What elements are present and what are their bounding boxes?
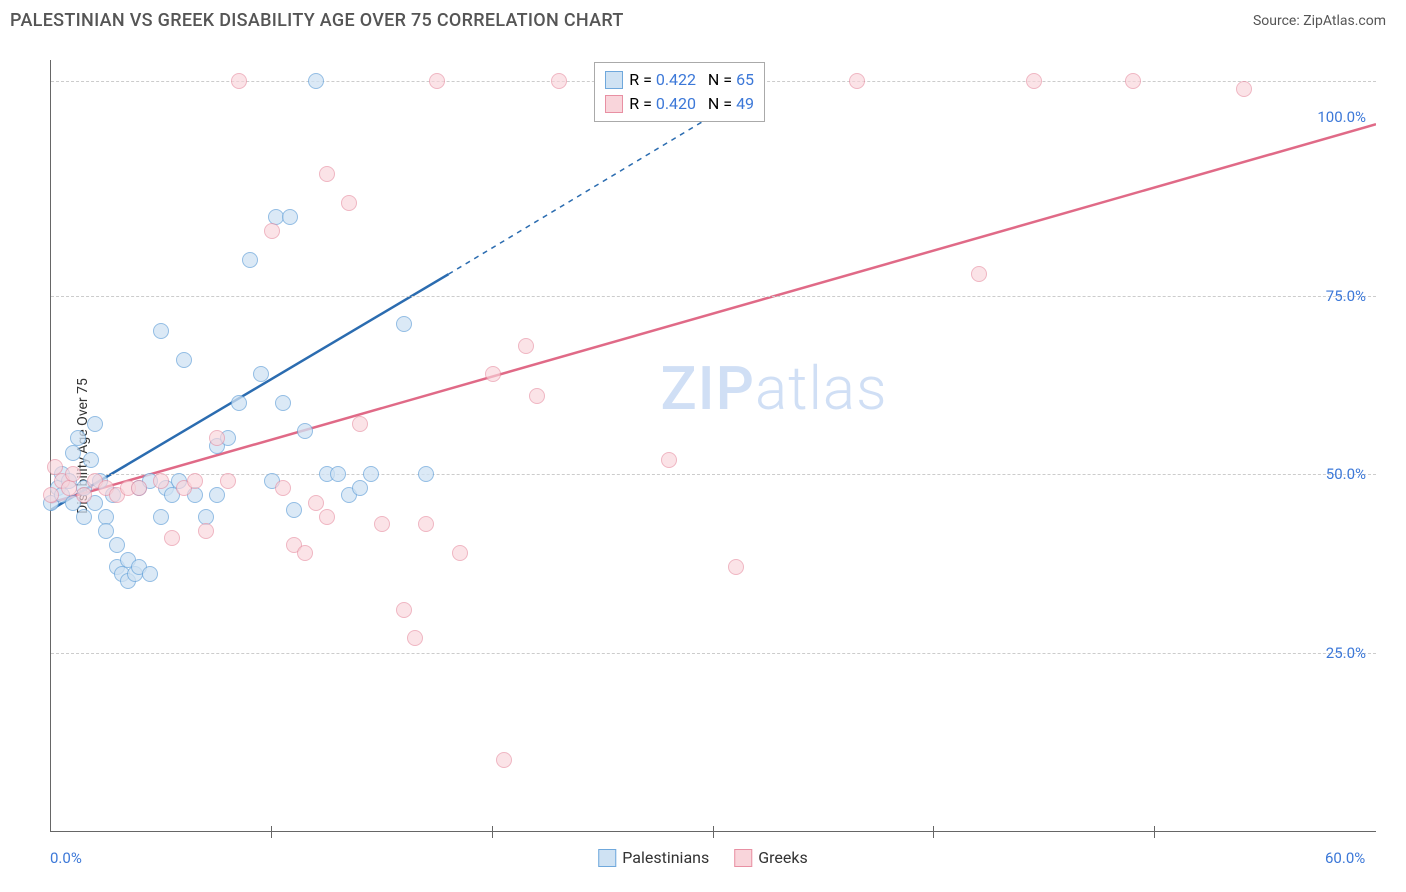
legend-stat-text: R = 0.420 N = 49: [629, 92, 754, 116]
stats-legend-row: R = 0.420 N = 49: [605, 92, 754, 116]
scatter-point: [1026, 73, 1042, 89]
scatter-point: [109, 537, 125, 553]
trend-lines: [51, 60, 1376, 831]
scatter-point: [231, 73, 247, 89]
scatter-point: [396, 602, 412, 618]
scatter-point: [496, 752, 512, 768]
scatter-point: [374, 516, 390, 532]
scatter-point: [1236, 81, 1252, 97]
scatter-point: [297, 423, 313, 439]
scatter-point: [418, 516, 434, 532]
scatter-point: [341, 195, 357, 211]
x-tick-label: 60.0%: [1325, 849, 1365, 867]
scatter-point: [452, 545, 468, 561]
y-tick-label: 25.0%: [1326, 644, 1366, 662]
scatter-point: [518, 338, 534, 354]
scatter-point: [308, 73, 324, 89]
x-tick-mark: [271, 826, 272, 838]
series-legend: Palestinians Greeks: [598, 848, 808, 867]
scatter-point: [319, 166, 335, 182]
x-tick-mark: [933, 826, 934, 838]
scatter-point: [242, 252, 258, 268]
legend-swatch-icon: [605, 71, 623, 89]
scatter-point: [352, 480, 368, 496]
scatter-point: [849, 73, 865, 89]
scatter-point: [330, 466, 346, 482]
scatter-point: [142, 566, 158, 582]
x-tick-mark: [1154, 826, 1155, 838]
stats-legend-row: R = 0.422 N = 65: [605, 68, 754, 92]
y-tick-label: 75.0%: [1326, 287, 1366, 305]
scatter-point: [418, 466, 434, 482]
scatter-point: [286, 502, 302, 518]
scatter-point: [187, 473, 203, 489]
scatter-point: [275, 480, 291, 496]
x-tick-mark: [492, 826, 493, 838]
scatter-point: [728, 559, 744, 575]
source-label: Source: ZipAtlas.com: [1253, 13, 1386, 29]
scatter-point: [253, 366, 269, 382]
scatter-point: [61, 480, 77, 496]
scatter-point: [131, 480, 147, 496]
y-tick-label: 50.0%: [1326, 465, 1366, 483]
scatter-point: [209, 430, 225, 446]
scatter-point: [87, 416, 103, 432]
scatter-point: [209, 487, 225, 503]
legend-item-palestinians: Palestinians: [598, 848, 709, 867]
scatter-point: [551, 73, 567, 89]
x-tick-label: 0.0%: [50, 849, 82, 867]
gridline: [51, 653, 1376, 654]
scatter-point: [1125, 73, 1141, 89]
chart-title: PALESTINIAN VS GREEK DISABILITY AGE OVER…: [10, 10, 624, 31]
gridline: [51, 296, 1376, 297]
scatter-point: [98, 523, 114, 539]
legend-swatch-icon: [605, 95, 623, 113]
scatter-point: [220, 473, 236, 489]
scatter-point: [485, 366, 501, 382]
x-tick-mark: [713, 826, 714, 838]
scatter-point: [429, 73, 445, 89]
scatter-point: [282, 209, 298, 225]
gridline: [51, 474, 1376, 475]
scatter-point: [43, 487, 59, 503]
scatter-point: [164, 530, 180, 546]
legend-stat-text: R = 0.422 N = 65: [629, 68, 754, 92]
scatter-point: [661, 452, 677, 468]
scatter-point: [65, 466, 81, 482]
scatter-point: [319, 509, 335, 525]
scatter-point: [396, 316, 412, 332]
scatter-point: [297, 545, 313, 561]
scatter-point: [352, 416, 368, 432]
scatter-point: [153, 509, 169, 525]
scatter-point: [231, 395, 247, 411]
legend-swatch-palestinians: [598, 849, 616, 867]
watermark: ZIPatlas: [661, 353, 888, 424]
scatter-point: [83, 452, 99, 468]
scatter-point: [363, 466, 379, 482]
legend-swatch-greeks: [734, 849, 752, 867]
scatter-point: [76, 509, 92, 525]
scatter-point: [153, 323, 169, 339]
scatter-point: [70, 430, 86, 446]
scatter-point: [529, 388, 545, 404]
legend-label: Palestinians: [622, 848, 709, 867]
scatter-point: [153, 473, 169, 489]
scatter-point: [65, 445, 81, 461]
scatter-point: [198, 523, 214, 539]
scatter-point: [308, 495, 324, 511]
scatter-point: [971, 266, 987, 282]
chart-plot-area: ZIPatlas 25.0% 50.0% 75.0% 100.0% R = 0.422 …: [50, 60, 1376, 832]
scatter-point: [176, 352, 192, 368]
legend-item-greeks: Greeks: [734, 848, 808, 867]
stats-legend: R = 0.422 N = 65R = 0.420 N = 49: [594, 62, 765, 122]
scatter-point: [407, 630, 423, 646]
scatter-point: [264, 223, 280, 239]
scatter-point: [275, 395, 291, 411]
legend-label: Greeks: [758, 848, 808, 867]
y-tick-label: 100.0%: [1317, 108, 1366, 126]
scatter-point: [76, 487, 92, 503]
